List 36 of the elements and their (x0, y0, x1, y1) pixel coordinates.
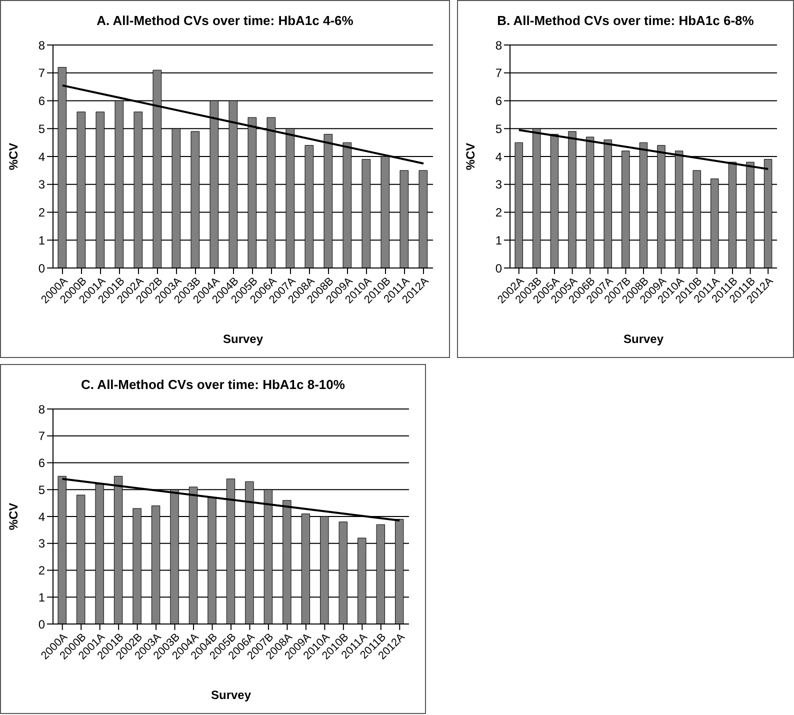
y-tick-label: 1 (495, 233, 502, 248)
y-axis-title: %CV (463, 142, 478, 170)
y-tick-label: 2 (495, 206, 502, 220)
y-tick-label: 4 (495, 150, 502, 164)
y-tick-label: 1 (38, 590, 46, 604)
y-tick-label: 6 (38, 94, 46, 108)
y-tick-label: 0 (495, 261, 502, 276)
y-tick-label: 3 (495, 178, 502, 192)
y-tick-label: 8 (38, 38, 46, 52)
y-tick-label: 3 (38, 536, 46, 551)
chart-title: B. All-Method CVs over time: HbA1c 6-8% (496, 13, 755, 30)
y-tick-label: 6 (38, 456, 46, 470)
y-tick-label: 4 (38, 510, 46, 524)
y-axis-title: %CV (6, 142, 20, 170)
y-tick-label: 0 (38, 261, 46, 276)
y-tick-label: 7 (38, 429, 46, 444)
chart-title: C. All-Method CVs over time: HbA1c 8-10% (80, 377, 346, 394)
x-axis-title: Survey (623, 332, 664, 346)
chart-title: A. All-Method CVs over time: HbA1c 4-6% (96, 13, 354, 30)
x-axis-title: Survey (222, 332, 264, 346)
y-tick-label: 3 (38, 178, 46, 192)
y-tick-label: 7 (495, 66, 502, 80)
y-tick-label: 7 (38, 66, 46, 80)
y-tick-label: 6 (495, 94, 502, 108)
y-tick-label: 2 (38, 206, 46, 220)
x-axis-title: Survey (210, 688, 252, 702)
y-tick-label: 0 (38, 617, 46, 632)
y-tick-label: 5 (495, 122, 502, 136)
y-tick-label: 8 (495, 38, 502, 52)
y-tick-label: 1 (38, 233, 46, 248)
y-tick-label: 4 (38, 150, 46, 164)
y-axis-title: %CV (6, 502, 20, 530)
y-tick-label: 5 (38, 482, 46, 497)
y-tick-label: 5 (38, 122, 46, 136)
y-tick-label: 2 (38, 564, 46, 578)
y-tick-label: 8 (38, 402, 46, 416)
